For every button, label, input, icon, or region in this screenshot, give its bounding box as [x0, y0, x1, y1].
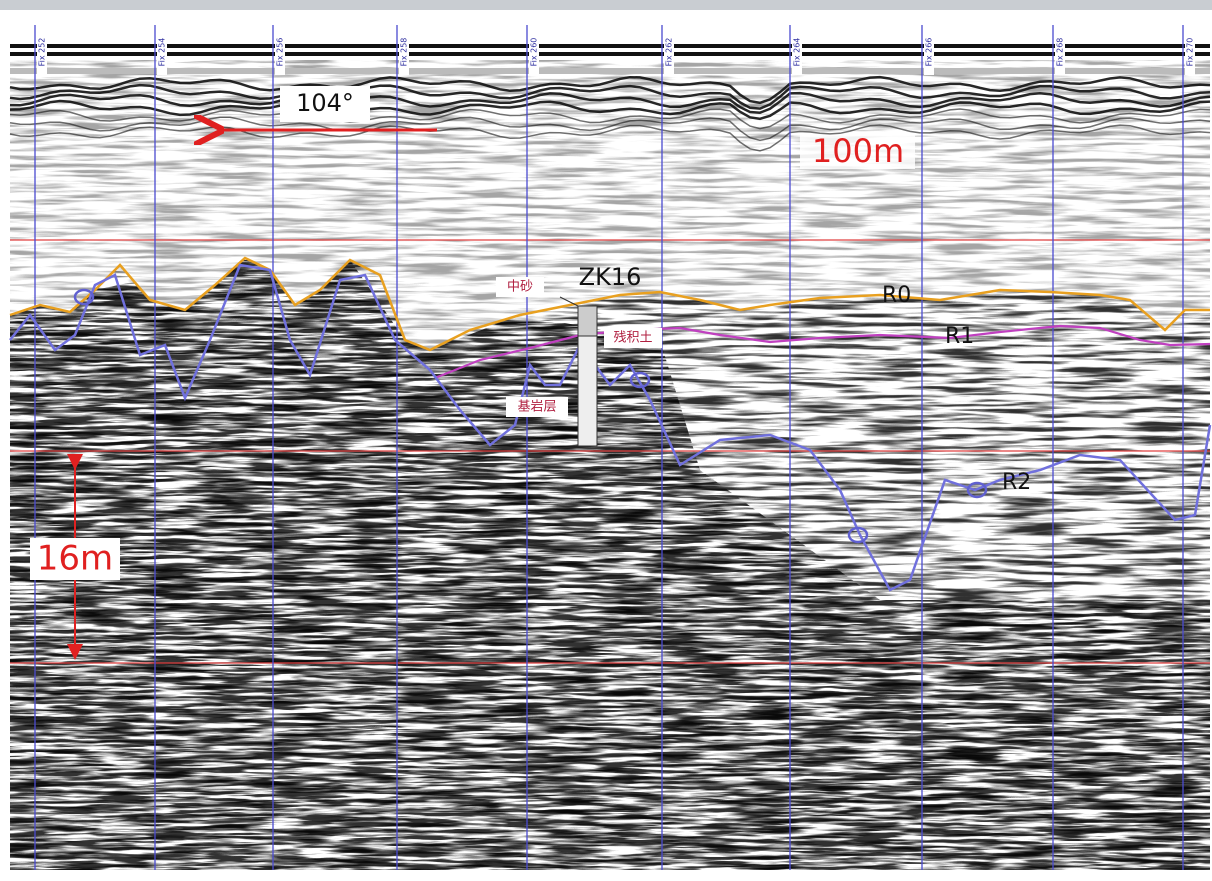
fix-label: Fix 258 — [400, 38, 409, 67]
borehole-name: ZK16 — [579, 263, 642, 291]
layer-label: 中砂 — [507, 280, 533, 295]
horizon-label: R0 — [882, 283, 911, 308]
layer-label: 残积土 — [613, 331, 652, 346]
borehole-sand — [578, 306, 597, 336]
band — [10, 52, 1210, 56]
band — [10, 44, 1210, 48]
fix-label: Fix 260 — [530, 38, 539, 67]
horizon-label: R1 — [945, 324, 974, 349]
fix-label: Fix 262 — [665, 38, 674, 67]
fix-label: Fix 256 — [276, 38, 285, 67]
fix-label: Fix 266 — [925, 38, 934, 67]
fix-label: Fix 268 — [1056, 38, 1065, 67]
seismic-profile: Fix 252 Fix 254 Fix 256 Fix 258 Fix 260 Fix 2… — [0, 0, 1212, 877]
direction-label: 104° — [296, 89, 354, 117]
horizontal-scale: 100m — [812, 132, 904, 170]
fix-label: Fix 254 — [158, 38, 167, 67]
fix-label: Fix 252 — [38, 38, 47, 67]
fix-label: Fix 270 — [1186, 38, 1195, 67]
horizon-label: R2 — [1002, 470, 1031, 495]
band — [10, 68, 1210, 74]
bottom-edge — [10, 870, 1210, 877]
fix-label: Fix 264 — [793, 38, 802, 67]
top-border — [0, 0, 1212, 10]
layer-label: 基岩层 — [517, 400, 556, 415]
vertical-scale: 16m — [37, 539, 113, 579]
